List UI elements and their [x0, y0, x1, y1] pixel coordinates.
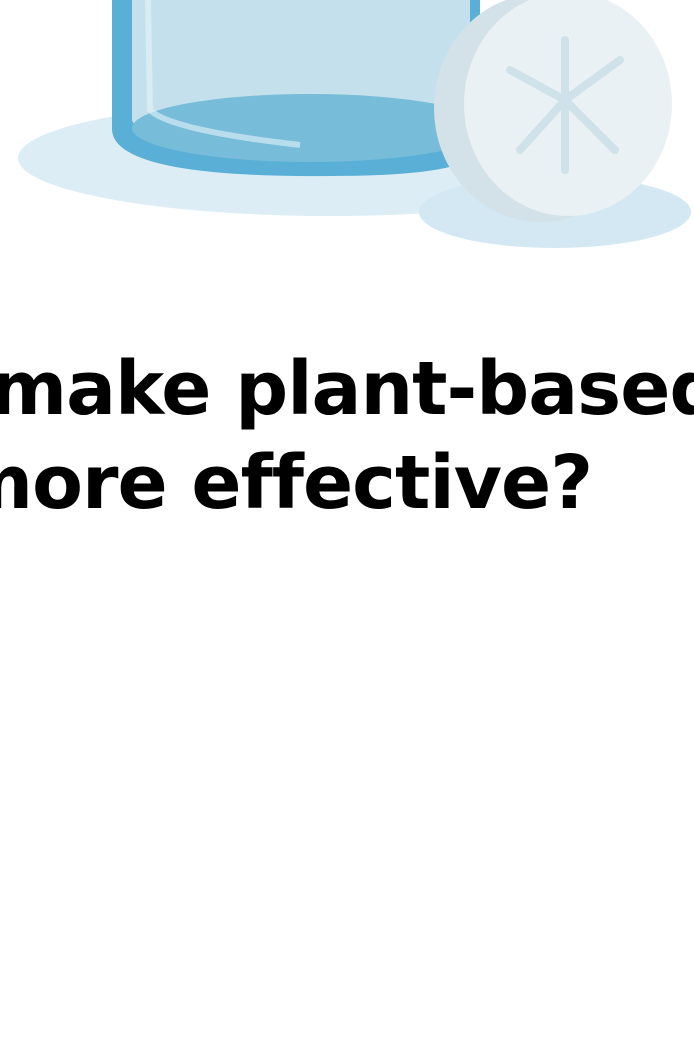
headline-line: more effective?	[0, 446, 592, 520]
illustration	[0, 0, 694, 260]
headline: make plant-based more effective?	[0, 340, 694, 540]
page: {"headline": {"lines": ["make plant-base…	[0, 0, 694, 1037]
headline-line: make plant-based	[0, 352, 694, 426]
